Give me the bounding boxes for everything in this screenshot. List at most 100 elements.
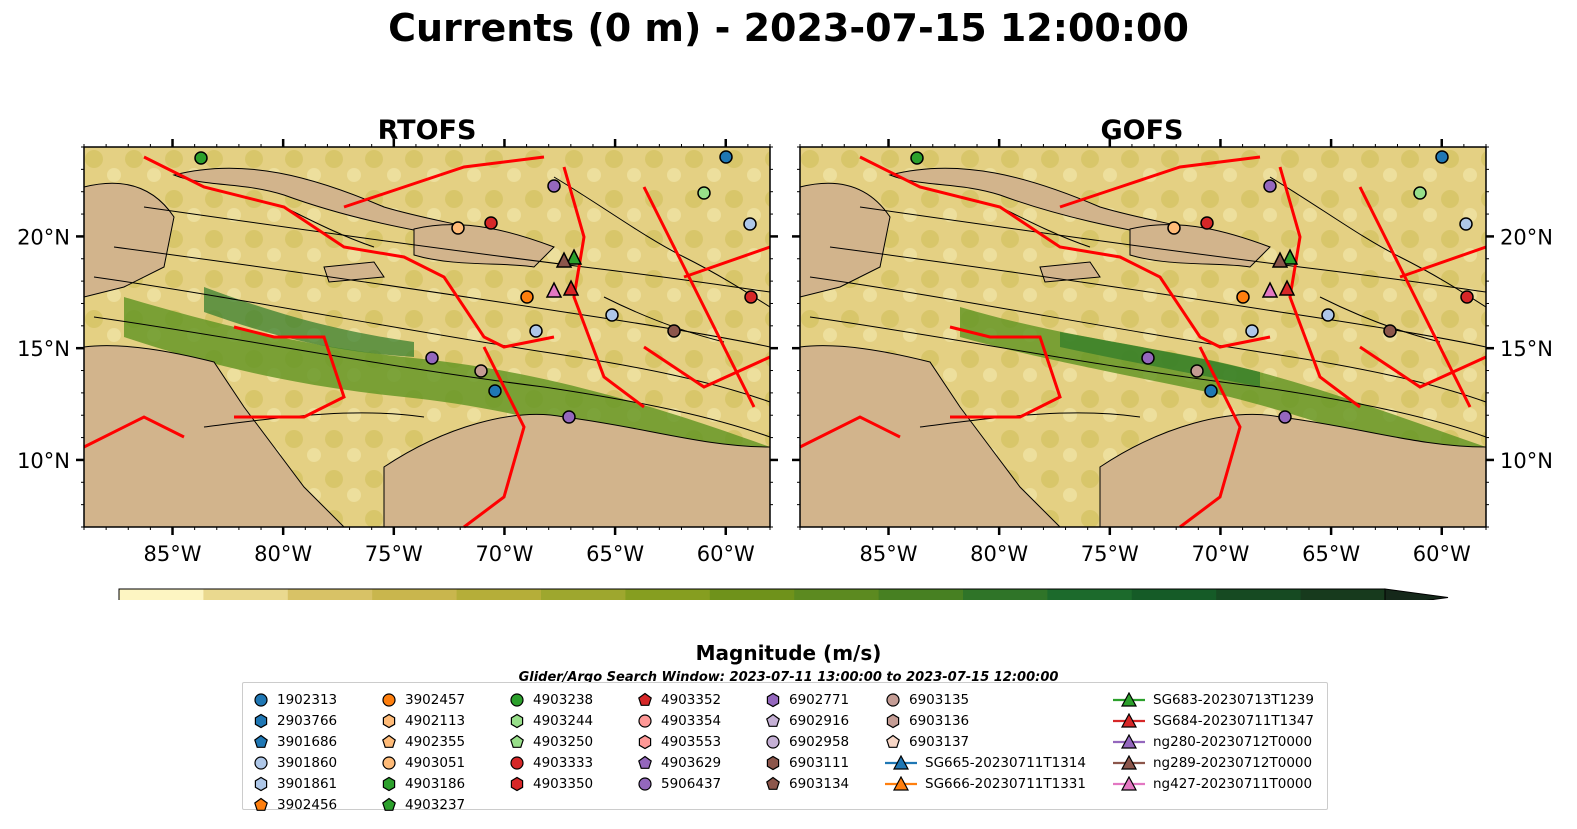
legend-column: SG683-20230713T1239 SG684-20230711T1347 ng… (1111, 689, 1314, 794)
x-tick-label: 80°W (254, 542, 312, 566)
legend-item: 5906437 (635, 773, 721, 794)
hexagon-marker-icon (766, 692, 780, 707)
pentagon-marker-icon (382, 797, 396, 811)
colorbar: 0.00.20.40.60.81.01.21.4 (118, 588, 1449, 600)
circle-marker-icon (382, 692, 396, 707)
current-band (204, 287, 414, 357)
legend-label: 2903766 (277, 712, 338, 729)
legend-label: 4902355 (405, 733, 466, 750)
legend-item: 4903354 (635, 710, 721, 731)
x-tick-label: 65°W (586, 542, 644, 566)
legend-column: 6903135 6903136 6903137 SG665-20230711T1314… (883, 689, 1086, 794)
legend-item: 1902313 (251, 689, 337, 710)
legend-item: 3901686 (251, 731, 337, 752)
legend-label: 3902457 (405, 691, 466, 708)
colorbar-bin (456, 589, 542, 600)
legend-label: 6902958 (789, 733, 850, 750)
yucatan-land (83, 182, 175, 298)
legend-item: 4902355 (379, 731, 465, 752)
y-tick-label: 15°N (17, 337, 70, 361)
colorbar-bin (709, 589, 795, 600)
central-america-land (83, 345, 346, 528)
legend-item: 6903135 (883, 689, 1086, 710)
pentagon-marker-icon (510, 734, 524, 748)
pentagon-marker-icon (254, 797, 268, 811)
rtofs-panel-title: RTOFS (378, 115, 477, 146)
pentagon-marker-icon (766, 776, 780, 790)
legend-label: 4903237 (405, 796, 466, 813)
legend-item: 2903766 (251, 710, 337, 731)
legend-item: 4903350 (507, 773, 593, 794)
legend-item: 6903136 (883, 710, 1086, 731)
central-america-land (799, 345, 1062, 528)
south-america-land (383, 414, 771, 528)
legend-label: 4903352 (661, 691, 722, 708)
hexagon-marker-icon (254, 713, 268, 728)
hexagon-marker-icon (766, 755, 780, 770)
circle-marker-icon (766, 734, 780, 749)
legend-item: ng280-20230712T0000 (1111, 731, 1314, 752)
legend-item: SG665-20230711T1314 (883, 752, 1086, 773)
legend-item: 3902456 (251, 794, 337, 815)
legend-item: 4903352 (635, 689, 721, 710)
legend-item: 6902771 (763, 689, 849, 710)
legend-item: 4903186 (379, 773, 465, 794)
south-america-land (1099, 414, 1487, 528)
legend-label: 6902916 (789, 712, 850, 729)
hexagon-marker-icon (382, 713, 396, 728)
legend-item: 6903111 (763, 752, 849, 773)
rtofs-map-frame (83, 146, 771, 528)
legend-label: 6902771 (789, 691, 850, 708)
legend-label: 6903111 (789, 754, 850, 771)
hexagon-marker-icon (510, 713, 524, 728)
colorbar-bin (203, 589, 289, 600)
y-tick-label: 15°N (1500, 337, 1553, 361)
x-tick-label: 70°W (1191, 542, 1249, 566)
legend-label: 4903553 (661, 733, 722, 750)
legend-item: SG683-20230713T1239 (1111, 689, 1314, 710)
x-tick-label: 85°W (144, 542, 202, 566)
x-tick-label: 65°W (1302, 542, 1360, 566)
hexagon-marker-icon (510, 776, 524, 791)
legend-item: SG666-20230711T1331 (883, 773, 1086, 794)
y-tick-label: 10°N (1500, 449, 1553, 473)
y-tick-label: 20°N (1500, 225, 1553, 249)
triangle-line-marker-icon (1113, 712, 1145, 728)
axes-layer: 85°W 80°W 75°W 70°W 65°W 60°W 10°N 15°N 20°N 85°W… (17, 139, 1553, 566)
legend-item: 3901861 (251, 773, 337, 794)
legend-label: ng280-20230712T0000 (1153, 733, 1313, 750)
colorbar-bin (1300, 589, 1386, 600)
legend-item: 4903244 (507, 710, 593, 731)
colorbar-bin (287, 589, 373, 600)
circle-marker-icon (254, 692, 268, 707)
legend-label: 4903186 (405, 775, 466, 792)
yucatan-land (799, 182, 891, 298)
legend-item: 4903238 (507, 689, 593, 710)
legend-label: SG683-20230713T1239 (1153, 691, 1314, 708)
legend-label: ng289-20230712T0000 (1153, 754, 1313, 771)
colorbar-bin (878, 589, 964, 600)
legend-column: 1902313 2903766 3901686 3901860 3901861 39024… (251, 689, 337, 815)
platform-markers (194, 150, 758, 424)
pentagon-marker-icon (638, 692, 652, 706)
colorbar-bin (794, 589, 880, 600)
colorbar-extend-arrow (1384, 588, 1449, 600)
search-window-text: Glider/Argo Search Window: 2023-07-11 13… (518, 670, 1059, 685)
triangle-line-marker-icon (1113, 775, 1145, 791)
legend-label: 4903238 (533, 691, 594, 708)
colorbar-bin (119, 589, 204, 600)
maps-figure: RTOFS GOFS 85°W 80°W 75°W 70°W 65°W 60°W 10°N 1… (17, 115, 1553, 600)
gofs-map-frame (799, 146, 1487, 528)
eez-lines (83, 155, 771, 529)
colorbar-bin (541, 589, 626, 600)
hexagon-marker-icon (254, 776, 268, 791)
legend-label: 4903354 (661, 712, 722, 729)
pentagon-marker-icon (254, 734, 268, 748)
legend-label: SG684-20230711T1347 (1153, 712, 1314, 729)
colorbar-bin (1216, 589, 1302, 600)
legend-item: 4903237 (379, 794, 465, 815)
legend-item: 6903134 (763, 773, 849, 794)
legend-column: 4903238 4903244 4903250 4903333 4903350 (507, 689, 593, 794)
legend-label: 4903051 (405, 754, 466, 771)
legend-label: 5906437 (661, 775, 722, 792)
